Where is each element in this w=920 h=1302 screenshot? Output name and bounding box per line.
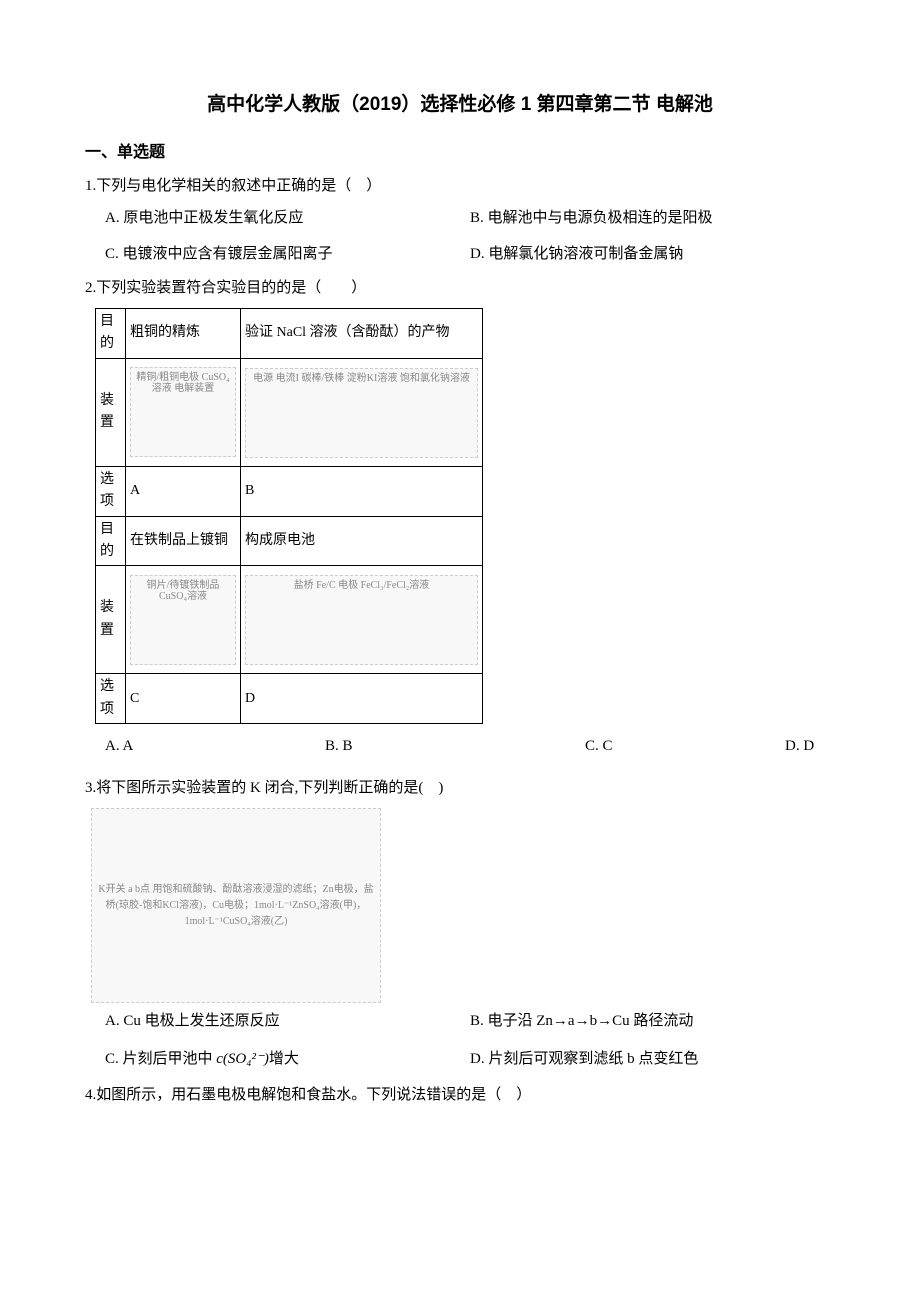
q2-choice-label-2: 选项 xyxy=(96,674,126,724)
q2-purpose-label-2: 目的 xyxy=(96,516,126,566)
q3-optc-formula: c(SO₄²⁻) xyxy=(216,1051,269,1067)
q4-stem: 4.如图所示，用石墨电极电解饱和食盐水。下列说法错误的是（ ） xyxy=(85,1083,835,1107)
q2-row-purpose-2: 目的 在铁制品上镀铜 构成原电池 xyxy=(96,516,483,566)
q2-option-b: B. B xyxy=(325,734,585,758)
q2-device-label-1: 装置 xyxy=(96,358,126,466)
q2-diagram-b: 电源 电流I 碳棒/铁棒 淀粉KI溶液 饱和氯化钠溶液 xyxy=(245,368,478,458)
q2-diagram-c: 铜片/待镀铁制品 CuSO₄溶液 xyxy=(130,575,236,665)
q3-stem: 3.将下图所示实验装置的 K 闭合,下列判断正确的是( ) xyxy=(85,776,835,800)
q1-options-row1: A. 原电池中正极发生氧化反应 B. 电解池中与电源负极相连的是阳极 xyxy=(85,206,835,230)
q2-diagram-d: 盐桥 Fe/C 电极 FeCl₃/FeCl₂溶液 xyxy=(245,575,478,665)
q3-option-d: D. 片刻后可观察到滤纸 b 点变红色 xyxy=(470,1047,835,1071)
section-heading: 一、单选题 xyxy=(85,140,835,166)
q2-choice-b: B xyxy=(241,466,483,516)
q3-options-row1: A. Cu 电极上发生还原反应 B. 电子沿 Zn→a→b→Cu 路径流动 xyxy=(85,1009,835,1033)
q1-option-b: B. 电解池中与电源负极相连的是阳极 xyxy=(470,206,835,230)
question-1: 1.下列与电化学相关的叙述中正确的是（ ） A. 原电池中正极发生氧化反应 B.… xyxy=(85,174,835,266)
q2-option-c: C. C xyxy=(585,734,785,758)
question-2: 2.下列实验装置符合实验目的的是（ ） 目的 粗铜的精炼 验证 NaCl 溶液（… xyxy=(85,276,835,758)
q2-purpose-b: 验证 NaCl 溶液（含酚酞）的产物 xyxy=(241,308,483,358)
q2-purpose-c: 在铁制品上镀铜 xyxy=(126,516,241,566)
q2-row-choice-1: 选项 A B xyxy=(96,466,483,516)
q2-device-label-2: 装置 xyxy=(96,566,126,674)
q2-choice-c: C xyxy=(126,674,241,724)
q2-diagram-a: 精铜/粗铜电极 CuSO₄溶液 电解装置 xyxy=(130,367,236,457)
q2-row-device-2: 装置 铜片/待镀铁制品 CuSO₄溶液 盐桥 Fe/C 电极 FeCl₃/FeC… xyxy=(96,566,483,674)
q3-option-a: A. Cu 电极上发生还原反应 xyxy=(105,1009,470,1033)
q2-table: 目的 粗铜的精炼 验证 NaCl 溶液（含酚酞）的产物 装置 精铜/粗铜电极 C… xyxy=(95,308,483,724)
q2-choice-d: D xyxy=(241,674,483,724)
q1-option-d: D. 电解氯化钠溶液可制备金属钠 xyxy=(470,242,835,266)
q2-option-a: A. A xyxy=(105,734,325,758)
q2-purpose-d: 构成原电池 xyxy=(241,516,483,566)
q2-choice-label-1: 选项 xyxy=(96,466,126,516)
q2-row-device-1: 装置 精铜/粗铜电极 CuSO₄溶液 电解装置 电源 电流I 碳棒/铁棒 淀粉K… xyxy=(96,358,483,466)
question-3: 3.将下图所示实验装置的 K 闭合,下列判断正确的是( ) K开关 a b点 用… xyxy=(85,776,835,1071)
q2-options: A. A B. B C. C D. D xyxy=(85,734,835,758)
q2-row-choice-2: 选项 C D xyxy=(96,674,483,724)
page-title: 高中化学人教版（2019）选择性必修 1 第四章第二节 电解池 xyxy=(85,90,835,120)
q1-options-row2: C. 电镀液中应含有镀层金属阳离子 D. 电解氯化钠溶液可制备金属钠 xyxy=(85,242,835,266)
q2-stem: 2.下列实验装置符合实验目的的是（ ） xyxy=(85,276,835,300)
q3-optc-pre: C. 片刻后甲池中 xyxy=(105,1051,216,1067)
q2-purpose-a: 粗铜的精炼 xyxy=(126,308,241,358)
q2-device-b: 电源 电流I 碳棒/铁棒 淀粉KI溶液 饱和氯化钠溶液 xyxy=(241,358,483,466)
q3-diagram: K开关 a b点 用饱和硫酸钠、酚酞溶液浸湿的滤纸；Zn电极，盐桥(琼胶-饱和K… xyxy=(91,808,381,1003)
q2-purpose-label-1: 目的 xyxy=(96,308,126,358)
q3-optc-post: 增大 xyxy=(269,1051,299,1067)
q1-option-c: C. 电镀液中应含有镀层金属阳离子 xyxy=(105,242,470,266)
q2-choice-a: A xyxy=(126,466,241,516)
q2-device-a: 精铜/粗铜电极 CuSO₄溶液 电解装置 xyxy=(126,358,241,466)
q3-options-row2: C. 片刻后甲池中 c(SO₄²⁻)增大 D. 片刻后可观察到滤纸 b 点变红色 xyxy=(85,1047,835,1071)
q3-option-c: C. 片刻后甲池中 c(SO₄²⁻)增大 xyxy=(105,1047,470,1071)
q1-option-a: A. 原电池中正极发生氧化反应 xyxy=(105,206,470,230)
q2-device-c: 铜片/待镀铁制品 CuSO₄溶液 xyxy=(126,566,241,674)
q2-option-d: D. D xyxy=(785,734,845,758)
q2-row-purpose-1: 目的 粗铜的精炼 验证 NaCl 溶液（含酚酞）的产物 xyxy=(96,308,483,358)
q1-stem: 1.下列与电化学相关的叙述中正确的是（ ） xyxy=(85,174,835,198)
q3-option-b: B. 电子沿 Zn→a→b→Cu 路径流动 xyxy=(470,1009,835,1033)
question-4: 4.如图所示，用石墨电极电解饱和食盐水。下列说法错误的是（ ） xyxy=(85,1083,835,1107)
q2-device-d: 盐桥 Fe/C 电极 FeCl₃/FeCl₂溶液 xyxy=(241,566,483,674)
